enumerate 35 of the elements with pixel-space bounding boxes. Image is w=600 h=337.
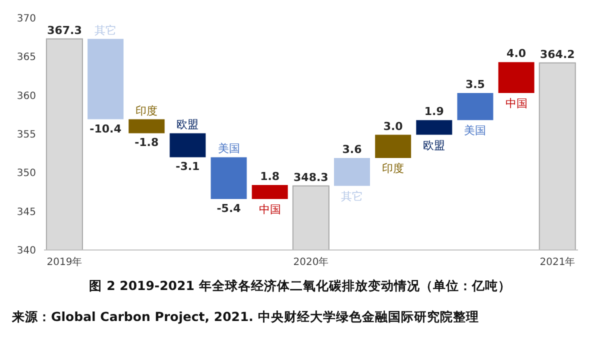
data-label: -10.4 (90, 122, 122, 136)
y-tick-label: 365 (16, 52, 36, 64)
y-tick-label: 360 (16, 90, 36, 102)
x-tick-label: 2021年 (540, 256, 576, 268)
data-label: -5.4 (216, 202, 242, 215)
data-label: 3.6 (342, 142, 362, 156)
y-tick-label: 350 (16, 168, 36, 180)
x-tick-label: 美国 (218, 142, 240, 156)
x-tick-label: 2020年 (293, 256, 329, 268)
y-tick-label: 345 (16, 206, 36, 218)
x-tick-label: 中国 (505, 97, 528, 110)
data-label: 1.8 (260, 170, 280, 184)
y-tick-label: 370 (16, 14, 36, 25)
data-label: 367.3 (47, 24, 82, 37)
data-label: 4.0 (506, 47, 526, 60)
source-note: 来源：Global Carbon Project, 2021. 中央财经大学绿色金融国际研究院整理 (12, 309, 480, 326)
text: 图 2 2019-2021 年全球各经济体二氧化碳排放变动情况（单位：亿吨） (88, 278, 512, 295)
x-tick-label: 其它 (94, 24, 117, 37)
y-tick-label: 355 (16, 130, 36, 141)
y-tick-label: 340 (16, 246, 36, 257)
data-label: 348.3 (294, 170, 328, 184)
x-tick-label: 美国 (464, 124, 486, 138)
data-label: 3.0 (383, 120, 404, 133)
x-tick-label: 印度 (382, 162, 404, 175)
data-label: -3.1 (176, 160, 200, 174)
data-label: 3.5 (465, 78, 485, 92)
data-label: -1.8 (134, 136, 159, 150)
x-tick-label: 其它 (341, 190, 364, 203)
x-tick-label: 印度 (136, 104, 158, 118)
x-tick-label: 欧盟 (423, 138, 446, 152)
x-tick-label: 中国 (258, 202, 281, 216)
data-label: 364.2 (540, 48, 575, 61)
x-tick-label: 欧盟 (176, 118, 199, 132)
x-tick-label: 2019年 (46, 256, 82, 268)
data-label: 1.9 (424, 105, 444, 118)
